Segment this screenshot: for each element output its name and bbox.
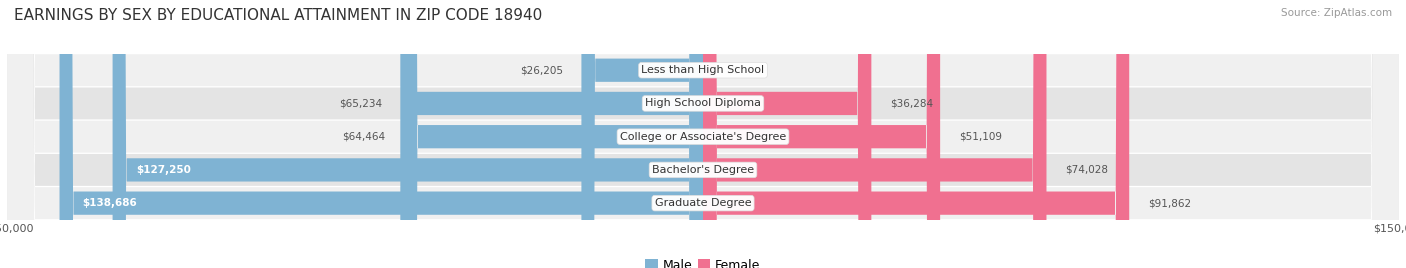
Text: Less than High School: Less than High School bbox=[641, 65, 765, 75]
FancyBboxPatch shape bbox=[112, 0, 703, 268]
Legend: Male, Female: Male, Female bbox=[641, 254, 765, 268]
FancyBboxPatch shape bbox=[7, 0, 1399, 268]
FancyBboxPatch shape bbox=[703, 0, 872, 268]
Text: $138,686: $138,686 bbox=[83, 198, 138, 208]
FancyBboxPatch shape bbox=[703, 0, 941, 268]
FancyBboxPatch shape bbox=[401, 0, 703, 268]
Text: EARNINGS BY SEX BY EDUCATIONAL ATTAINMENT IN ZIP CODE 18940: EARNINGS BY SEX BY EDUCATIONAL ATTAINMEN… bbox=[14, 8, 543, 23]
Text: Bachelor's Degree: Bachelor's Degree bbox=[652, 165, 754, 175]
FancyBboxPatch shape bbox=[703, 0, 1129, 268]
Text: $26,205: $26,205 bbox=[520, 65, 562, 75]
FancyBboxPatch shape bbox=[7, 0, 1399, 268]
FancyBboxPatch shape bbox=[59, 0, 703, 268]
FancyBboxPatch shape bbox=[582, 0, 703, 268]
FancyBboxPatch shape bbox=[7, 0, 1399, 268]
Text: Graduate Degree: Graduate Degree bbox=[655, 198, 751, 208]
FancyBboxPatch shape bbox=[7, 0, 1399, 268]
Text: High School Diploma: High School Diploma bbox=[645, 98, 761, 109]
Text: $91,862: $91,862 bbox=[1147, 198, 1191, 208]
Text: $36,284: $36,284 bbox=[890, 98, 934, 109]
Text: $51,109: $51,109 bbox=[959, 132, 1001, 142]
Text: $74,028: $74,028 bbox=[1064, 165, 1108, 175]
Text: Source: ZipAtlas.com: Source: ZipAtlas.com bbox=[1281, 8, 1392, 18]
FancyBboxPatch shape bbox=[7, 0, 1399, 268]
FancyBboxPatch shape bbox=[703, 0, 1046, 268]
Text: $127,250: $127,250 bbox=[136, 165, 191, 175]
Text: College or Associate's Degree: College or Associate's Degree bbox=[620, 132, 786, 142]
FancyBboxPatch shape bbox=[404, 0, 703, 268]
Text: $64,464: $64,464 bbox=[342, 132, 385, 142]
Text: $0: $0 bbox=[725, 65, 740, 75]
Text: $65,234: $65,234 bbox=[339, 98, 382, 109]
